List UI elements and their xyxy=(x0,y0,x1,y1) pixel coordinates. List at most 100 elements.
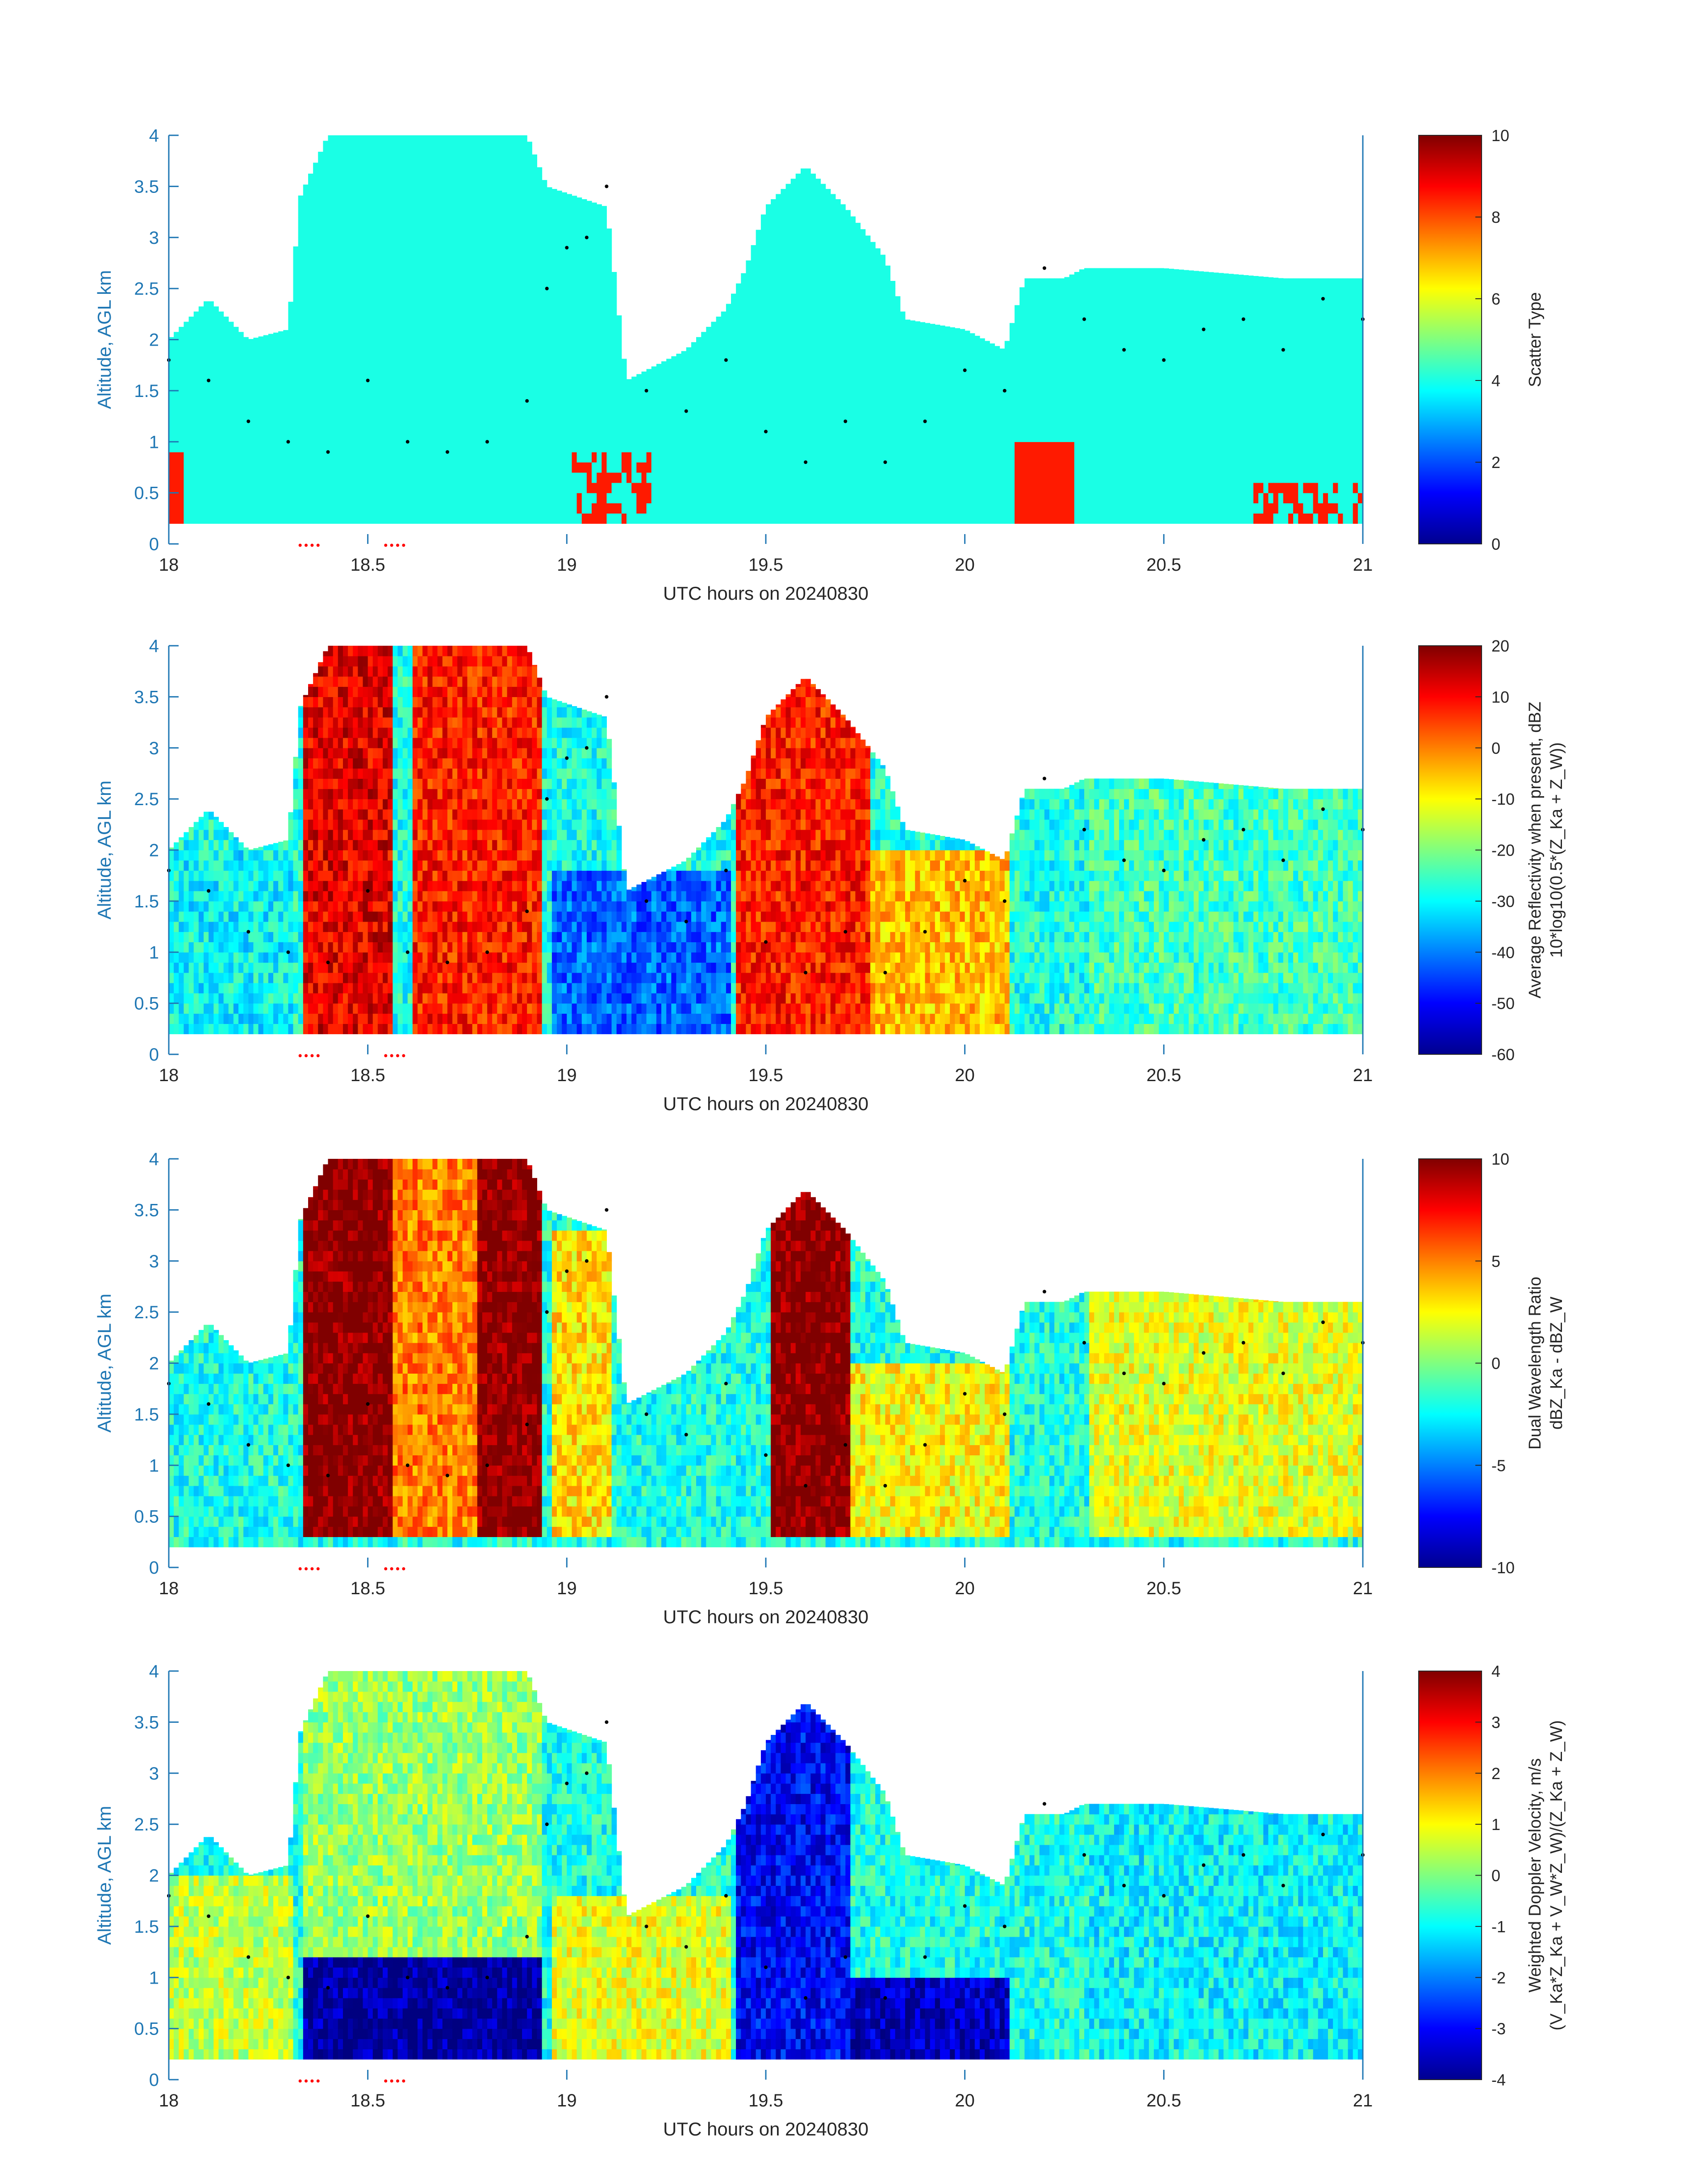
heatmap-cell xyxy=(716,422,722,432)
heatmap-cell xyxy=(761,268,766,279)
heatmap-cell xyxy=(796,422,801,432)
heatmap-cell xyxy=(477,452,483,463)
heatmap-cell xyxy=(1044,503,1050,514)
heatmap-cell xyxy=(686,503,692,514)
heatmap-cell xyxy=(338,503,343,514)
heatmap-cell xyxy=(457,288,463,299)
heatmap-cell xyxy=(636,462,642,473)
heatmap-cell xyxy=(781,299,786,309)
heatmap-cell xyxy=(358,391,363,401)
heatmap-cell xyxy=(512,217,518,228)
heatmap-cell xyxy=(1000,513,1005,524)
heatmap-cell xyxy=(965,483,970,493)
heatmap-cell xyxy=(970,391,975,401)
heatmap-cell xyxy=(517,248,522,259)
heatmap-cell xyxy=(482,146,488,156)
heatmap-cell xyxy=(741,431,746,442)
heatmap-cell xyxy=(443,472,448,483)
heatmap-cell xyxy=(856,299,861,309)
heatmap-cell xyxy=(218,431,224,442)
heatmap-cell xyxy=(990,431,995,442)
heatmap-cell xyxy=(856,380,861,391)
heatmap-cell xyxy=(726,452,731,463)
heatmap-cell xyxy=(716,340,722,351)
heatmap-cell xyxy=(601,411,607,422)
heatmap-cell xyxy=(552,258,557,269)
heatmap-cell xyxy=(865,258,871,269)
heatmap-cell xyxy=(1044,401,1050,412)
heatmap-cell xyxy=(213,360,219,371)
heatmap-cell xyxy=(845,248,851,259)
heatmap-cell xyxy=(821,330,826,340)
heatmap-cell xyxy=(343,238,348,248)
heatmap-cell xyxy=(736,493,741,504)
heatmap-cell xyxy=(213,462,219,473)
heatmap-cell xyxy=(741,452,746,463)
heatmap-cell xyxy=(393,288,398,299)
heatmap-cell xyxy=(248,339,254,340)
heatmap-cell xyxy=(243,462,249,473)
heatmap-cell xyxy=(671,401,677,412)
heatmap-cell xyxy=(870,513,876,524)
heatmap-cell xyxy=(343,513,348,524)
heatmap-cell xyxy=(398,258,403,269)
heatmap-cell xyxy=(353,431,358,442)
heatmap-cell xyxy=(1005,360,1010,371)
heatmap-cell xyxy=(308,319,313,330)
heatmap-cell xyxy=(318,248,323,259)
heatmap-cell xyxy=(796,370,801,381)
heatmap-cell xyxy=(492,135,497,146)
heatmap-cell xyxy=(840,483,846,493)
heatmap-cell xyxy=(323,299,328,309)
heatmap-cell xyxy=(691,472,697,483)
heatmap-cell xyxy=(248,391,254,401)
heatmap-cell xyxy=(174,360,179,371)
heatmap-cell xyxy=(930,391,935,401)
heatmap-cell xyxy=(477,166,483,177)
heatmap-cell xyxy=(452,370,458,381)
heatmap-cell xyxy=(806,370,811,381)
heatmap-cell xyxy=(592,268,597,279)
heatmap-cell xyxy=(313,186,318,197)
heatmap-cell xyxy=(348,462,353,473)
heatmap-cell xyxy=(985,452,990,463)
heatmap-cell xyxy=(224,442,229,452)
heatmap-cell xyxy=(418,319,423,330)
heatmap-cell xyxy=(447,186,453,197)
heatmap-cell xyxy=(975,472,980,483)
heatmap-cell xyxy=(433,401,438,412)
heatmap-cell xyxy=(378,268,383,279)
heatmap-cell xyxy=(343,340,348,351)
heatmap-cell xyxy=(860,442,866,452)
heatmap-cell xyxy=(806,380,811,391)
heatmap-cell xyxy=(831,319,836,330)
heatmap-cell xyxy=(736,462,741,473)
heatmap-cell xyxy=(796,176,801,187)
heatmap-cell xyxy=(452,391,458,401)
heatmap-cell xyxy=(323,462,328,473)
heatmap-cell xyxy=(1035,330,1040,340)
heatmap-cell xyxy=(378,391,383,401)
heatmap-cell xyxy=(383,196,388,207)
heatmap-cell xyxy=(169,401,174,412)
heatmap-cell xyxy=(786,411,791,422)
heatmap-cell xyxy=(507,422,513,432)
heatmap-cell xyxy=(303,513,309,524)
heatmap-cell xyxy=(815,422,821,432)
heatmap-cell xyxy=(263,452,269,463)
heatmap-cell xyxy=(831,380,836,391)
heatmap-cell xyxy=(810,319,816,330)
heatmap-cell xyxy=(831,217,836,228)
heatmap-cell xyxy=(796,483,801,493)
heatmap-cell xyxy=(810,442,816,452)
heatmap-cell xyxy=(403,176,408,187)
heatmap-cell xyxy=(856,319,861,330)
heatmap-cell xyxy=(457,309,463,320)
heatmap-cell xyxy=(288,472,293,483)
heatmap-cell xyxy=(582,493,587,504)
heatmap-cell xyxy=(656,431,662,442)
heatmap-cell xyxy=(457,196,463,207)
heatmap-cell xyxy=(900,340,906,351)
heatmap-cell xyxy=(318,340,323,351)
heatmap-cell xyxy=(512,309,518,320)
